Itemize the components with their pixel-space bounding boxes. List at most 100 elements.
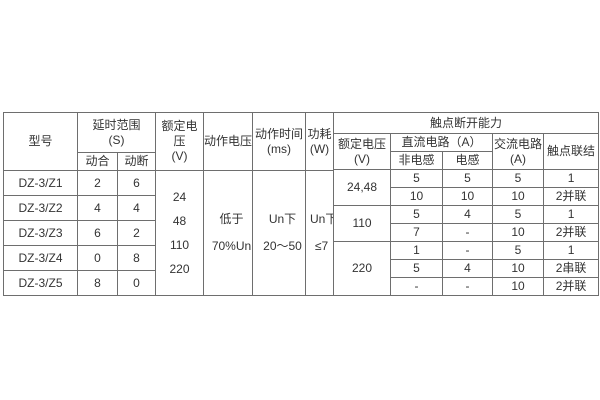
connection-cell: 2并联 (543, 223, 600, 242)
right-table: 触点断开能力 额定电压 (V) 直流电路（A） 交流电路 (A) 触点联结 非电… (333, 112, 600, 296)
delay-off-cell: 8 (116, 245, 157, 271)
table-row: DZ-3/Z3 6 2 (3, 220, 334, 246)
connection-cell: 1 (543, 169, 600, 188)
table-row: 5 4 10 2串联 (334, 259, 600, 278)
group-voltage-cell: 24,48 (333, 169, 392, 206)
ac-cell: 5 (492, 169, 545, 188)
ac-circuit-header: 交流电路 (A) (492, 133, 545, 170)
ac-cell: 10 (492, 187, 545, 206)
table-row: DZ-3/Z5 8 0 (3, 270, 334, 296)
inductive-header: 电感 (442, 151, 494, 170)
table-row: DZ-3/Z4 0 8 (3, 245, 334, 271)
delay-on-cell: 2 (77, 170, 118, 196)
power-unit: (W) (309, 141, 330, 156)
rated-voltage-values-cell: 24 48 110 220 (155, 170, 205, 296)
non-inductive-cell: 5 (390, 169, 444, 188)
model-cell: DZ-3/Z2 (3, 195, 78, 221)
connection-cell: 1 (543, 241, 600, 260)
operate-time-label: 动作时间 (255, 126, 304, 141)
delay-on-cell: 8 (77, 270, 118, 296)
r-rated-voltage-label: 额定电压 (338, 136, 387, 151)
model-cell: DZ-3/Z1 (3, 170, 78, 196)
ac-cell: 10 (492, 223, 545, 242)
non-inductive-cell: 5 (390, 205, 444, 224)
operate-time-header: 动作时间 (ms) (252, 112, 307, 171)
delay-off-cell: 2 (116, 220, 157, 246)
delay-on-cell: 4 (77, 195, 118, 221)
inductive-cell: 10 (442, 187, 494, 206)
non-inductive-header: 非电感 (390, 151, 444, 170)
delay-range-label: 延时范围 (92, 117, 141, 132)
inductive-cell: - (442, 277, 494, 296)
delay-on-cell: 0 (77, 245, 118, 271)
table-row: 220 1 - 5 1 (333, 241, 600, 296)
table-row: - - 10 2并联 (334, 277, 600, 296)
inductive-cell: 4 (442, 205, 494, 224)
power-label: 功耗 (307, 126, 332, 141)
operate-voltage-label: 动作电压 (204, 134, 253, 148)
inductive-cell: 5 (442, 169, 494, 188)
inductive-cell: - (442, 223, 494, 242)
power-line1: Un下 (310, 212, 333, 226)
operate-time-value-cell: Un下 20～50 (252, 170, 307, 296)
breaking-capacity-title: 触点断开能力 (333, 112, 600, 134)
operate-voltage-line2: 70%Un (211, 239, 252, 253)
table-row: 24,48 5 5 5 1 (333, 169, 600, 206)
power-value-cell: Un下 ≤7 (305, 170, 335, 296)
ac-cell: 10 (492, 277, 545, 296)
non-inductive-cell: 1 (390, 241, 444, 260)
table-row: 10 10 10 2并联 (334, 187, 600, 206)
delay-off-cell: 6 (116, 170, 157, 196)
ac-cell: 5 (492, 241, 545, 260)
ac-circuit-unit: (A) (510, 151, 527, 166)
ac-cell: 5 (492, 205, 545, 224)
non-inductive-cell: 7 (390, 223, 444, 242)
operate-time-unit: (ms) (267, 141, 292, 156)
rated-voltage-unit: (V) (171, 149, 188, 163)
group-voltage-cell: 110 (333, 205, 392, 242)
r-rated-voltage-header: 额定电压 (V) (333, 133, 392, 170)
rated-voltage-header: 额定电压 (V) (155, 112, 205, 171)
model-header-label: 型号 (28, 134, 53, 148)
r-rated-voltage-unit: (V) (354, 151, 371, 166)
power-line2: ≤7 (314, 239, 329, 253)
table-row: 110 5 4 5 1 (333, 205, 600, 242)
ac-circuit-label: 交流电路 (494, 136, 543, 151)
rated-voltage-value: 24 (172, 190, 187, 204)
model-header: 型号 (3, 112, 78, 171)
power-header: 功耗 (W) (305, 112, 335, 171)
operate-voltage-value-cell: 低于 70%Un (203, 170, 254, 296)
delay-on-header: 动合 (77, 152, 118, 171)
relay-spec-table: 型号 延时范围 (S) 额定电压 (V) 动作电压 动作时间 (ms) (3, 112, 600, 296)
group-voltage-cell: 220 (333, 241, 392, 296)
delay-off-cell: 4 (116, 195, 157, 221)
dc-circuit-header: 直流电路（A） (390, 133, 494, 152)
non-inductive-cell: 5 (390, 259, 444, 278)
ac-cell: 10 (492, 259, 545, 278)
operate-time-line2: 20～50 (263, 239, 302, 253)
delay-off-cell: 0 (116, 270, 157, 296)
non-inductive-cell: 10 (390, 187, 444, 206)
rated-voltage-value: 110 (169, 238, 190, 252)
model-cell: DZ-3/Z3 (3, 220, 78, 246)
connection-cell: 2串联 (543, 259, 600, 278)
connection-cell: 2并联 (543, 187, 600, 206)
delay-off-header: 动断 (116, 152, 157, 171)
operate-voltage-line1: 低于 (219, 212, 244, 226)
connection-cell: 1 (543, 205, 600, 224)
rated-voltage-value: 220 (169, 262, 190, 276)
rated-voltage-value: 48 (172, 214, 187, 228)
left-table: 型号 延时范围 (S) 额定电压 (V) 动作电压 动作时间 (ms) (3, 112, 335, 296)
connection-cell: 2并联 (543, 277, 600, 296)
delay-range-header: 延时范围 (S) (76, 112, 157, 153)
delay-on-cell: 6 (77, 220, 118, 246)
non-inductive-cell: - (390, 277, 444, 296)
operate-voltage-header: 动作电压 (203, 112, 254, 171)
table-row: DZ-3/Z2 4 4 (3, 195, 334, 221)
model-cell: DZ-3/Z5 (3, 270, 78, 296)
delay-range-unit: (S) (108, 132, 125, 147)
contact-connection-header: 触点联结 (543, 133, 600, 170)
model-cell: DZ-3/Z4 (3, 245, 78, 271)
inductive-cell: 4 (442, 259, 494, 278)
